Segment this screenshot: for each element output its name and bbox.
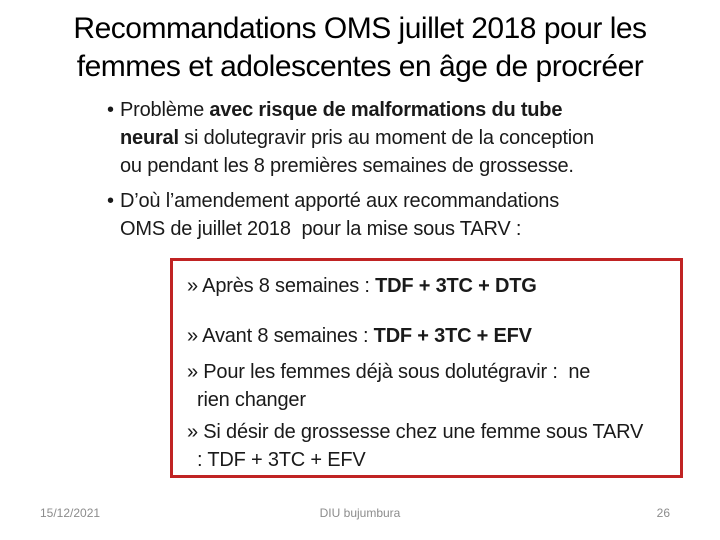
box-item: » Si désir de grossesse chez une femme s… [187, 418, 680, 474]
footer-page-number: 26 [656, 506, 670, 520]
bullet-line: • D’où l’amendement apporté aux recommand… [107, 187, 594, 215]
box-line: » Après 8 semaines : TDF + 3TC + DTG [187, 272, 680, 300]
bullet-item: • D’où l’amendement apporté aux recommand… [107, 187, 594, 243]
text-run: TDF + 3TC + DTG [375, 275, 537, 297]
slide-title-line-2: femmes et adolescentes en âge de procrée… [76, 50, 644, 83]
box-item: » Avant 8 semaines : TDF + 3TC + EFV [187, 322, 680, 350]
text-run: : TDF + 3TC + EFV [197, 449, 366, 471]
bullet-line: neural si dolutegravir pris au moment de… [107, 124, 594, 152]
text-run: » Pour les femmes déjà sous dolutégravir… [187, 361, 591, 383]
text-run: Problème [120, 99, 210, 121]
text-run: » Si désir de grossesse chez une femme s… [187, 421, 644, 443]
box-line: rien changer [187, 386, 680, 414]
box-line: » Si désir de grossesse chez une femme s… [187, 418, 680, 446]
text-run: » Après 8 semaines : [187, 275, 376, 297]
slide-title-line-1: Recommandations OMS juillet 2018 pour le… [73, 12, 647, 45]
box-line: : TDF + 3TC + EFV [187, 446, 680, 474]
bullet-marker: • [107, 190, 114, 212]
text-run: neural [120, 127, 179, 149]
bullet-line: ou pendant les 8 premières semaines de g… [107, 152, 594, 180]
recommendation-box: » Après 8 semaines : TDF + 3TC + DTG » Av… [170, 258, 683, 478]
footer-date: 15/12/2021 [40, 506, 101, 520]
bullet-list: • Problème avec risque de malformations d… [107, 96, 594, 243]
text-run: rien changer [197, 389, 306, 411]
bullet-item: • Problème avec risque de malformations d… [107, 96, 594, 180]
text-run: avec risque de malformations du tube [209, 99, 563, 121]
bullet-line: OMS de juillet 2018 pour la mise sous TA… [107, 215, 594, 243]
text-run: » Avant 8 semaines : [187, 325, 374, 347]
box-line: » Avant 8 semaines : TDF + 3TC + EFV [187, 322, 680, 350]
text-run: OMS de juillet 2018 pour la mise sous TA… [120, 218, 522, 240]
slide-title: Recommandations OMS juillet 2018 pour le… [0, 10, 720, 86]
box-line: » Pour les femmes déjà sous dolutégravir… [187, 358, 680, 386]
text-run: ou pendant les 8 premières semaines de g… [120, 155, 574, 177]
text-run: TDF + 3TC + EFV [373, 325, 532, 347]
text-run: si dolutegravir pris au moment de la con… [178, 127, 594, 149]
text-run: D’où l’amendement apporté aux recommanda… [120, 190, 560, 212]
bullet-marker: • [107, 99, 114, 121]
bullet-line: • Problème avec risque de malformations d… [107, 96, 594, 124]
box-item: » Après 8 semaines : TDF + 3TC + DTG [187, 272, 680, 300]
box-item: » Pour les femmes déjà sous dolutégravir… [187, 358, 680, 414]
footer-venue: DIU bujumbura [319, 506, 401, 520]
